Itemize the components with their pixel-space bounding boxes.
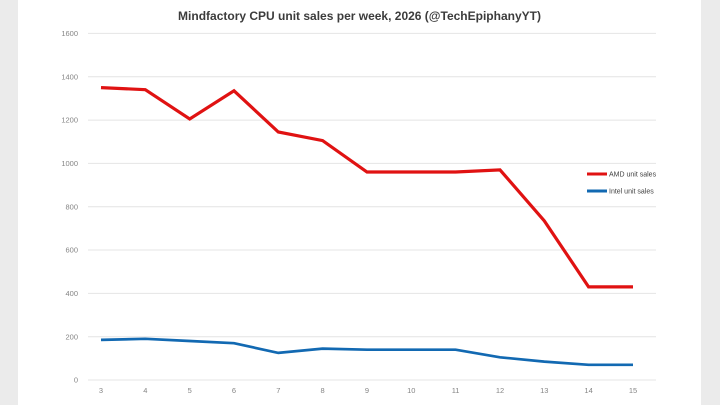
amd-sales-line: [100, 86, 633, 289]
intel-sales-line: [100, 337, 633, 367]
x-tick-label: 9: [365, 386, 369, 395]
y-tick-label: 200: [65, 332, 78, 341]
x-tick-label: 5: [188, 386, 192, 395]
y-tick-label: 0: [74, 376, 78, 385]
x-tick-label: 14: [584, 386, 592, 395]
x-tick-label: 15: [629, 386, 637, 395]
x-tick-label: 6: [232, 386, 236, 395]
x-tick-label: 8: [321, 386, 325, 395]
y-tick-label: 800: [65, 202, 78, 211]
y-tick-label: 1200: [61, 116, 78, 125]
y-tick-label: 1000: [61, 159, 78, 168]
legend-label: AMD unit sales: [609, 172, 657, 179]
x-tick-label: 13: [540, 386, 548, 395]
y-tick-label: 1400: [61, 72, 78, 81]
y-tick-label: 400: [65, 289, 78, 298]
x-tick-label: 7: [276, 386, 280, 395]
x-tick-label: 12: [496, 386, 504, 395]
x-tick-label: 10: [407, 386, 415, 395]
x-tick-label: 3: [99, 386, 103, 395]
y-tick-label: 1600: [61, 29, 78, 38]
y-tick-label: 600: [65, 246, 78, 255]
legend-label: Intel unit sales: [609, 189, 654, 196]
chart-card: Mindfactory CPU unit sales per week, 202…: [18, 0, 701, 405]
x-tick-label: 4: [143, 386, 147, 395]
chart-title: Mindfactory CPU unit sales per week, 202…: [178, 9, 541, 23]
x-tick-label: 11: [452, 386, 460, 395]
